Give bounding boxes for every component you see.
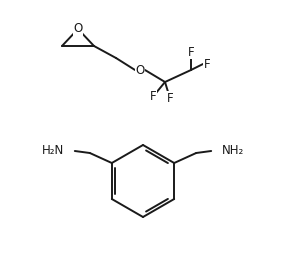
Text: F: F bbox=[150, 90, 156, 102]
Text: F: F bbox=[188, 46, 194, 59]
Text: O: O bbox=[74, 23, 83, 36]
Text: NH₂: NH₂ bbox=[222, 144, 245, 157]
Text: F: F bbox=[204, 58, 210, 70]
Text: O: O bbox=[135, 63, 145, 77]
Text: F: F bbox=[167, 91, 173, 104]
Text: H₂N: H₂N bbox=[41, 144, 64, 157]
